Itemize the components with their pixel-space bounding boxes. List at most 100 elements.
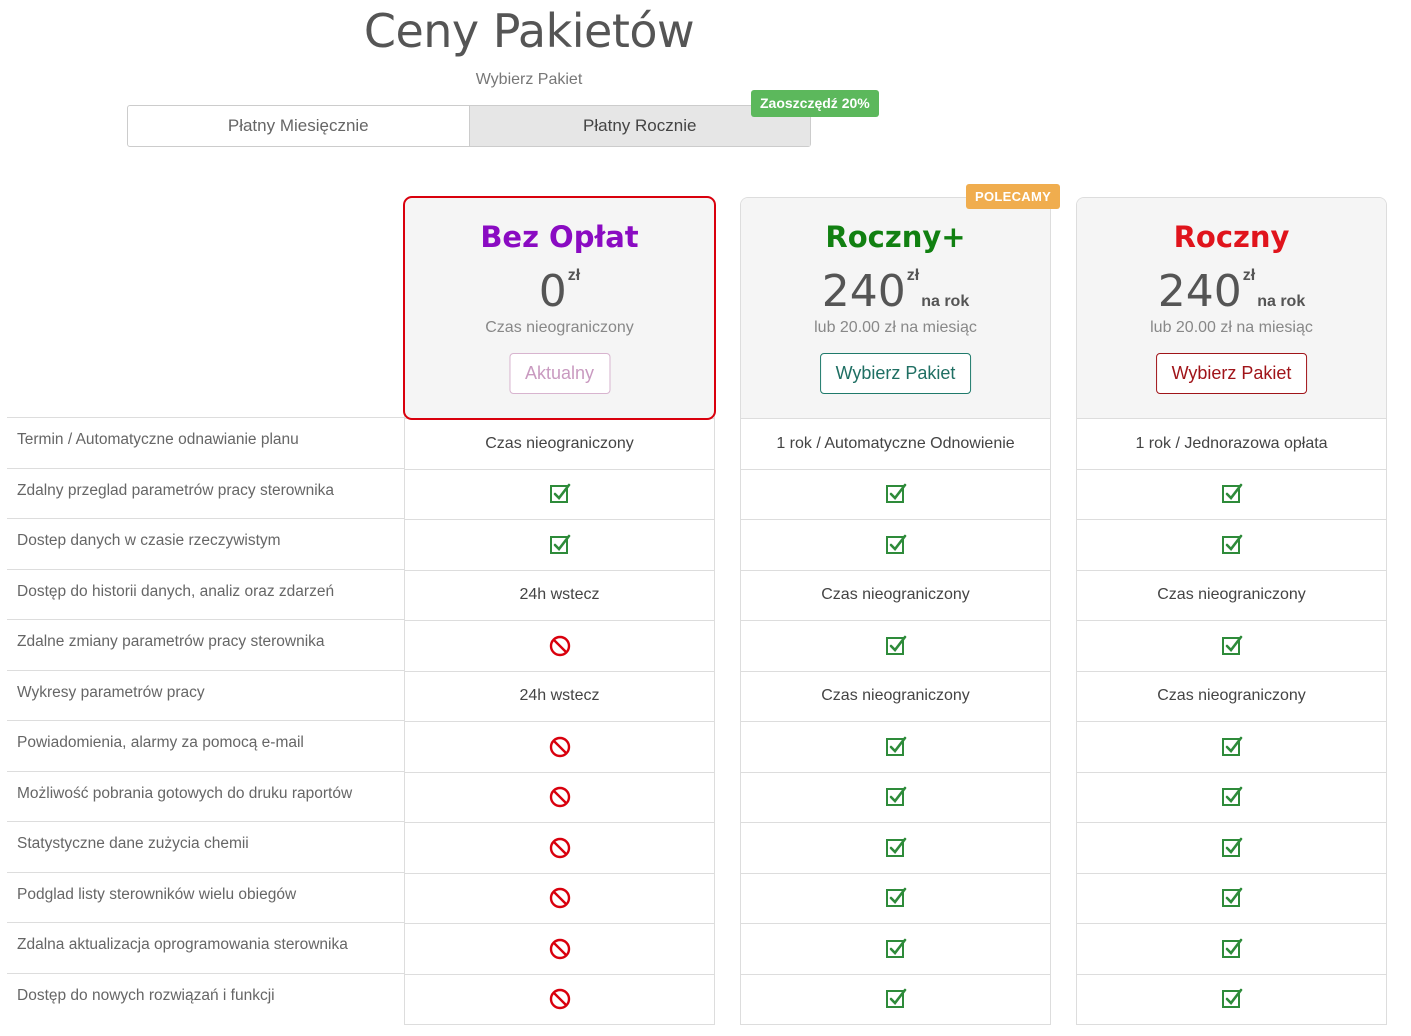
plan-price: 240złna rok — [741, 266, 1050, 317]
plan-cell — [405, 973, 714, 1025]
not-available-icon — [549, 837, 571, 859]
price-subtext: Czas nieograniczony — [485, 319, 634, 336]
select-plan-button[interactable]: Wybierz Pakiet — [1155, 353, 1308, 394]
plan-cell — [1077, 620, 1386, 671]
price-currency: zł — [1242, 267, 1256, 284]
plan-price: 240złna rok — [1077, 266, 1386, 317]
check-icon — [549, 534, 571, 556]
feature-label: Dostęp do nowych rozwiązań i funkcji — [7, 972, 404, 1024]
plan-cell — [741, 822, 1050, 873]
plan-name: Roczny — [1173, 220, 1290, 254]
plan-cell-text: 24h wstecz — [405, 569, 714, 621]
feature-label: Podglad listy sterowników wielu obiegów — [7, 871, 404, 923]
feature-label: Wykresy parametrów pracy — [7, 669, 404, 721]
check-icon — [885, 736, 907, 758]
billing-monthly-button[interactable]: Płatny Miesięcznie — [128, 106, 470, 146]
plan-cell-text: 24h wstecz — [405, 670, 714, 722]
feature-label: Zdalne zmiany parametrów pracy sterownik… — [7, 619, 404, 670]
plan-cell-text: Czas nieograniczony — [1077, 569, 1386, 621]
check-icon — [1221, 483, 1243, 505]
plan-card-roczny-plus: Roczny+ 240złna rok lub 20.00 zł na mies… — [740, 197, 1051, 1025]
plan-cell-text: 1 rok / Jednorazowa opłata — [1077, 418, 1386, 469]
check-icon — [1221, 534, 1243, 556]
price-subtext: lub 20.00 zł na miesiąc — [814, 319, 977, 336]
check-icon — [1221, 736, 1243, 758]
plan-cell — [1077, 721, 1386, 772]
check-icon — [1221, 887, 1243, 909]
price-subtext: lub 20.00 zł na miesiąc — [1150, 319, 1313, 336]
plan-cell — [741, 721, 1050, 772]
price-currency: zł — [906, 267, 920, 284]
check-icon — [1221, 635, 1243, 657]
feature-label: Możliwość pobrania gotowych do druku rap… — [7, 770, 404, 822]
plan-cell — [405, 872, 714, 924]
plan-cell — [405, 519, 714, 570]
current-plan-button[interactable]: Aktualny — [508, 353, 611, 394]
not-available-icon — [549, 736, 571, 758]
plan-cell-text: Czas nieograniczony — [405, 418, 714, 469]
plan-price: 0zł — [405, 266, 714, 317]
plan-cell — [1077, 771, 1386, 823]
plan-cell-text: Czas nieograniczony — [1077, 670, 1386, 722]
plan-cell — [741, 973, 1050, 1025]
plan-card-bez-oplat: Bez Opłat 0zł Czas nieograniczony Aktual… — [403, 196, 716, 1025]
check-icon — [885, 988, 907, 1010]
plan-cell — [741, 468, 1050, 520]
plan-cell — [741, 519, 1050, 570]
plan-cell-text: Czas nieograniczony — [741, 569, 1050, 621]
plan-cell — [1077, 519, 1386, 570]
plan-name: Bez Opłat — [480, 220, 639, 254]
plan-cell — [1077, 923, 1386, 974]
price-period: na rok — [921, 293, 970, 310]
check-icon — [1221, 837, 1243, 859]
billing-toggle: Płatny Miesięcznie Płatny Rocznie — [127, 105, 811, 147]
page-title: Ceny Pakietów — [363, 4, 695, 58]
feature-label: Statystyczne dane zużycia chemii — [7, 821, 404, 872]
not-available-icon — [549, 887, 571, 909]
plan-cell-text: 1 rok / Automatyczne Odnowienie — [741, 418, 1050, 469]
feature-label: Termin / Automatyczne odnawianie planu — [7, 417, 404, 468]
price-period: na rok — [1257, 293, 1306, 310]
plan-cell — [1077, 973, 1386, 1025]
feature-label: Dostęp do historii danych, analiz oraz z… — [7, 568, 404, 620]
plan-header: Bez Opłat 0zł Czas nieograniczony Aktual… — [403, 196, 716, 420]
plan-cell — [1077, 468, 1386, 520]
not-available-icon — [549, 988, 571, 1010]
check-icon — [1221, 786, 1243, 808]
price-currency: zł — [567, 267, 581, 284]
plan-cell — [741, 771, 1050, 823]
check-icon — [549, 483, 571, 505]
plan-cell — [741, 872, 1050, 924]
plan-cell — [741, 923, 1050, 974]
not-available-icon — [549, 635, 571, 657]
check-icon — [885, 635, 907, 657]
select-plan-button[interactable]: Wybierz Pakiet — [819, 353, 972, 394]
check-icon — [885, 786, 907, 808]
feature-label: Zdalna aktualizacja oprogramowania stero… — [7, 922, 404, 973]
check-icon — [885, 483, 907, 505]
plan-cell — [405, 923, 714, 974]
recommended-badge: POLECAMY — [966, 184, 1061, 209]
feature-label: Dostep danych w czasie rzeczywistym — [7, 518, 404, 569]
save-badge: Zaoszczędź 20% — [751, 90, 879, 117]
check-icon — [885, 887, 907, 909]
plan-cell — [405, 771, 714, 823]
not-available-icon — [549, 786, 571, 808]
page-subtitle: Wybierz Pakiet — [475, 71, 583, 88]
plan-cell — [1077, 872, 1386, 924]
plan-card-roczny: Roczny 240złna rok lub 20.00 zł na miesi… — [1076, 197, 1387, 1025]
features-column: Termin / Automatyczne odnawianie planu Z… — [7, 417, 404, 1023]
check-icon — [1221, 988, 1243, 1010]
plan-header: Roczny 240złna rok lub 20.00 zł na miesi… — [1077, 198, 1386, 418]
plan-cell — [741, 620, 1050, 671]
plan-cell — [405, 822, 714, 873]
check-icon — [885, 837, 907, 859]
plan-cell — [405, 468, 714, 520]
plan-cell — [405, 721, 714, 772]
feature-label: Powiadomienia, alarmy za pomocą e-mail — [7, 720, 404, 771]
plan-cell — [405, 620, 714, 671]
check-icon — [885, 938, 907, 960]
plan-header: Roczny+ 240złna rok lub 20.00 zł na mies… — [741, 198, 1050, 418]
plan-cell-text: Czas nieograniczony — [741, 670, 1050, 722]
price-amount: 0 — [538, 266, 567, 317]
